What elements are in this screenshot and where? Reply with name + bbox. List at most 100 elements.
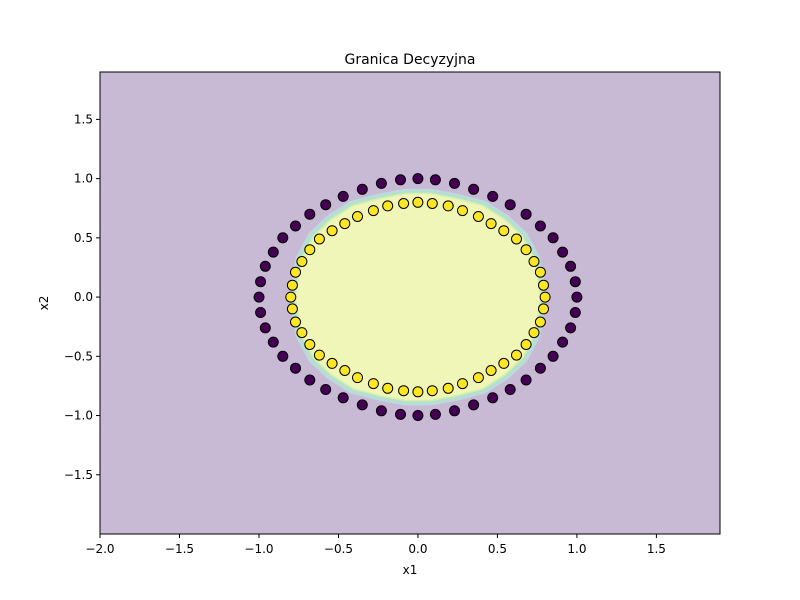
point-class-0: [429, 408, 441, 420]
point-class-0: [565, 322, 577, 334]
point-class-1: [286, 279, 298, 291]
y-tick-label: 1.0: [74, 172, 93, 186]
point-class-0: [534, 362, 546, 374]
point-class-1: [485, 365, 497, 376]
point-class-1: [339, 218, 351, 230]
point-class-1: [426, 385, 438, 397]
point-class-1: [498, 357, 510, 369]
chart-title: Granica Decyzyjna: [344, 52, 475, 68]
point-class-0: [534, 220, 546, 232]
x-axis-ticks: −2.0 −1.5 −1.0 −0.5 0.0 0.5 1.0 1.5: [85, 534, 666, 556]
point-class-1: [285, 291, 297, 303]
point-class-0: [267, 246, 279, 258]
point-class-0: [320, 384, 332, 395]
point-class-0: [547, 350, 559, 362]
point-class-0: [320, 199, 332, 211]
point-class-0: [375, 177, 387, 189]
point-class-0: [429, 174, 441, 186]
x-tick-label: 0.5: [488, 542, 507, 556]
plot-area: [99, 71, 721, 535]
point-class-0: [277, 232, 289, 244]
point-class-1: [286, 303, 298, 315]
point-class-1: [296, 327, 308, 339]
x-tick-label: −0.5: [324, 542, 353, 556]
point-class-1: [412, 386, 424, 398]
point-class-0: [520, 374, 532, 386]
point-class-0: [569, 307, 581, 318]
x-tick-label: −1.0: [244, 542, 273, 556]
point-class-0: [255, 307, 267, 318]
point-class-1: [412, 196, 424, 208]
point-class-0: [569, 276, 581, 288]
point-class-1: [304, 339, 316, 350]
plot-frame: [99, 71, 721, 535]
point-class-1: [534, 316, 546, 328]
decision-region-layer: [289, 188, 547, 406]
point-class-0: [356, 399, 368, 411]
y-tick-label: 1.5: [74, 112, 93, 126]
point-class-0: [547, 232, 559, 244]
point-class-1: [538, 303, 549, 315]
y-axis-label: x2: [37, 296, 51, 311]
point-class-0: [395, 174, 406, 186]
point-class-0: [468, 183, 480, 195]
point-class-1: [472, 211, 484, 222]
y-tick-label: −1.0: [64, 409, 93, 423]
point-class-1: [398, 385, 410, 397]
point-class-1: [457, 378, 468, 390]
point-class-0: [277, 350, 289, 362]
y-tick-label: −1.5: [64, 468, 93, 482]
x-tick-label: 1.0: [567, 542, 586, 556]
point-class-1: [382, 382, 394, 394]
point-class-0: [412, 173, 424, 185]
y-tick-label: 0.5: [74, 231, 93, 245]
scatter-points: [253, 173, 583, 421]
point-class-1: [326, 357, 338, 369]
point-class-0: [412, 410, 424, 421]
point-class-0: [253, 291, 265, 303]
point-class-0: [487, 392, 499, 404]
point-class-0: [267, 336, 279, 348]
point-class-1: [511, 233, 522, 245]
decision-region-inner: [295, 194, 541, 400]
point-class-0: [304, 208, 316, 220]
point-class-0: [449, 177, 460, 189]
point-class-1: [539, 291, 551, 303]
point-class-0: [290, 362, 301, 374]
point-class-1: [304, 244, 316, 256]
x-tick-label: −1.5: [165, 542, 194, 556]
point-class-1: [442, 200, 454, 212]
point-class-1: [339, 365, 351, 376]
point-class-0: [255, 276, 267, 288]
point-class-1: [457, 205, 468, 217]
point-class-0: [290, 220, 301, 232]
point-class-0: [356, 183, 368, 195]
point-class-1: [538, 279, 549, 291]
point-class-1: [511, 349, 522, 361]
point-class-0: [449, 405, 460, 417]
point-class-0: [395, 408, 406, 420]
point-class-1: [367, 205, 379, 217]
point-class-0: [468, 399, 480, 411]
point-class-0: [520, 208, 532, 220]
point-class-0: [557, 336, 569, 348]
point-class-1: [313, 233, 325, 245]
point-class-1: [382, 200, 394, 212]
point-class-0: [337, 392, 349, 404]
point-class-1: [534, 266, 546, 278]
point-class-1: [520, 244, 532, 256]
point-class-1: [520, 339, 532, 350]
point-class-1: [313, 349, 325, 361]
point-class-1: [472, 372, 484, 384]
point-class-0: [259, 322, 271, 334]
point-class-0: [504, 384, 516, 395]
point-class-0: [565, 260, 577, 272]
point-class-1: [498, 225, 510, 237]
point-class-1: [528, 327, 540, 339]
point-class-0: [375, 405, 387, 417]
point-class-1: [290, 266, 301, 278]
point-class-0: [571, 291, 583, 303]
y-tick-label: −0.5: [64, 349, 93, 363]
x-tick-label: −2.0: [85, 542, 114, 556]
